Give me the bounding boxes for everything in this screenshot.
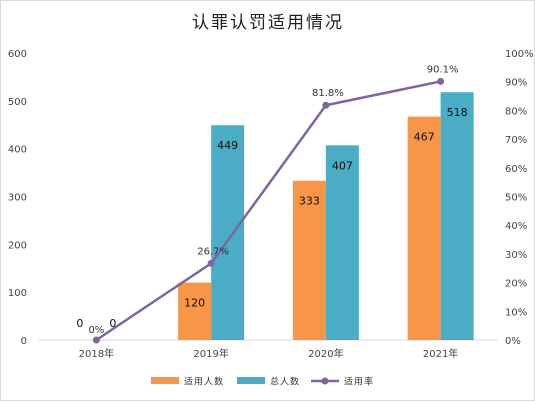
legend-swatch [237,377,265,384]
y-right-tick-label: 20% [505,279,527,290]
y-left-tick-label: 400 [8,145,27,156]
rate-point [92,336,100,344]
rate-value-label: 0% [88,325,104,336]
y-right-tick-label: 100% [505,49,534,60]
bar-value-label: 120 [184,297,205,310]
bar-value-label: 518 [447,106,468,119]
rate-line-path [95,80,441,342]
y-left-tick-label: 600 [8,49,27,60]
x-tick-label: 2018年 [79,347,114,360]
x-tick-label: 2020年 [308,347,343,360]
bar-total [325,145,359,340]
y-right-tick-label: 70% [505,135,527,146]
rate-point [437,77,445,85]
rate-point [207,259,215,267]
bar-value-label: 467 [414,131,435,144]
y-right-tick-label: 50% [505,193,527,204]
y-right-tick-label: 10% [505,307,527,318]
bar-value-label: 0 [76,317,83,330]
axes: 0 100 200 300 400 500 600 0% 10% 20% 30% 40% 50% 60% 7… [8,49,534,360]
bar-total [211,125,245,340]
legend-label: 总人数 [270,376,300,388]
legend-swatch-marker [321,377,329,385]
rate-value-label: 90.1% [427,64,459,75]
rate-value-label: 26.7% [197,246,229,257]
bar-value-label: 449 [217,139,238,152]
y-left-tick-label: 100 [8,288,27,299]
y-left-tick-label: 0 [21,336,27,347]
y-right-tick-label: 40% [505,221,527,232]
y-right-tick-label: 0% [505,336,521,347]
legend-label: 适用率 [344,376,374,388]
y-left-tick-label: 300 [8,193,27,204]
bar-total [440,92,474,341]
bar-value-label: 407 [332,159,353,172]
legend-swatch [151,377,179,384]
y-right-tick-label: 60% [505,164,527,175]
bar-applied [292,180,326,340]
y-right-tick-label: 30% [505,250,527,261]
y-right-tick-label: 90% [505,78,527,89]
y-right-tick-label: 80% [505,106,527,117]
y-left-tick-label: 200 [8,240,27,251]
y-left-tick-label: 500 [8,97,27,108]
rate-point [322,101,330,109]
legend: 适用人数 总人数 适用率 [151,376,374,388]
x-tick-label: 2021年 [423,347,458,360]
chart-title: 认罪认罚适用情况 [192,13,344,33]
bars [178,92,474,341]
bar-applied [178,282,212,340]
bar-value-label: 0 [109,317,116,330]
legend-label: 适用人数 [184,376,224,388]
x-tick-label: 2019年 [193,347,228,360]
bar-applied [407,116,441,340]
rate-line [92,77,445,344]
rate-value-label: 81.8% [312,88,344,99]
data-labels: 0 120 333 467 0 449 407 518 0% 26.7% 81.8% 90.1% [76,64,467,336]
bar-value-label: 333 [299,195,320,208]
